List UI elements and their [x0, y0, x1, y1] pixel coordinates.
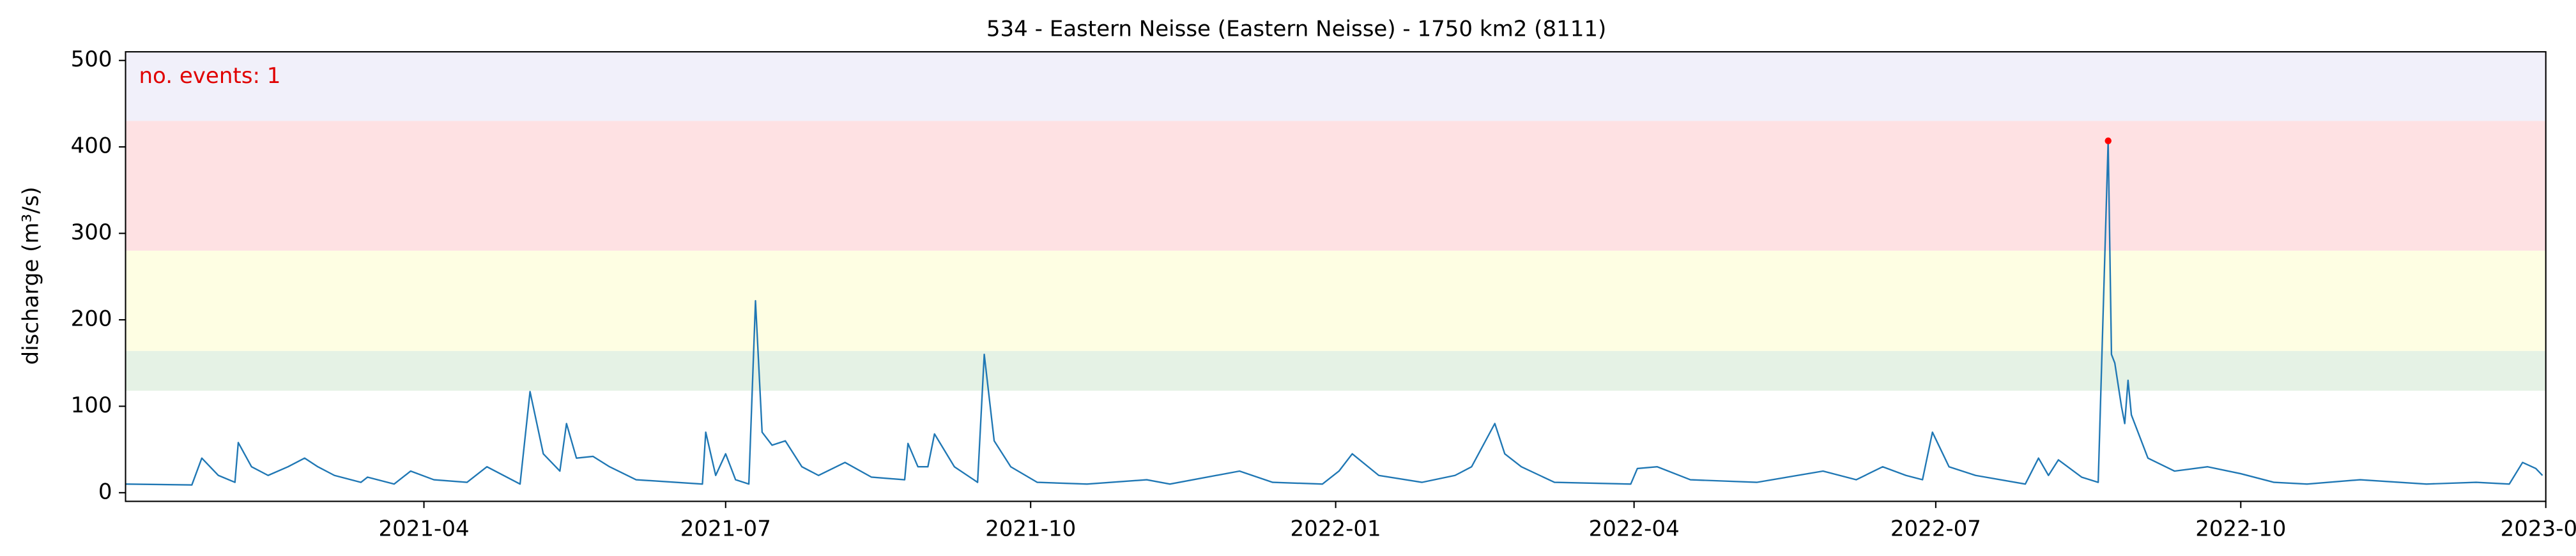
y-tick-label: 0	[98, 479, 112, 504]
threshold-band	[125, 121, 2546, 251]
chart-title: 534 - Eastern Neisse (Eastern Neisse) - …	[986, 17, 1606, 42]
y-tick-label: 100	[71, 393, 112, 418]
y-tick-label: 200	[71, 306, 112, 331]
threshold-band	[125, 250, 2546, 351]
x-tick-label: 2021-04	[378, 516, 469, 541]
y-tick-label: 500	[71, 47, 112, 72]
y-tick-label: 400	[71, 133, 112, 159]
y-axis-label: discharge (m³/s)	[18, 186, 43, 364]
x-tick-label: 2021-10	[985, 516, 1076, 541]
threshold-band	[125, 350, 2546, 391]
plot-frame	[125, 51, 2547, 502]
x-tick-label: 2022-04	[1589, 516, 1680, 541]
x-tick-label: 2021-07	[680, 516, 771, 541]
event-point	[2104, 137, 2112, 144]
annotation: no. events: 1	[139, 63, 280, 89]
x-tick-label: 2022-07	[1890, 516, 1981, 541]
threshold-band	[125, 52, 2546, 121]
x-tick-label: 2022-01	[1291, 516, 1381, 541]
discharge-line	[125, 140, 2543, 486]
x-tick-label: 2023-01	[2501, 516, 2576, 541]
y-tick-label: 300	[71, 220, 112, 245]
x-tick-label: 2022-10	[2195, 516, 2286, 541]
